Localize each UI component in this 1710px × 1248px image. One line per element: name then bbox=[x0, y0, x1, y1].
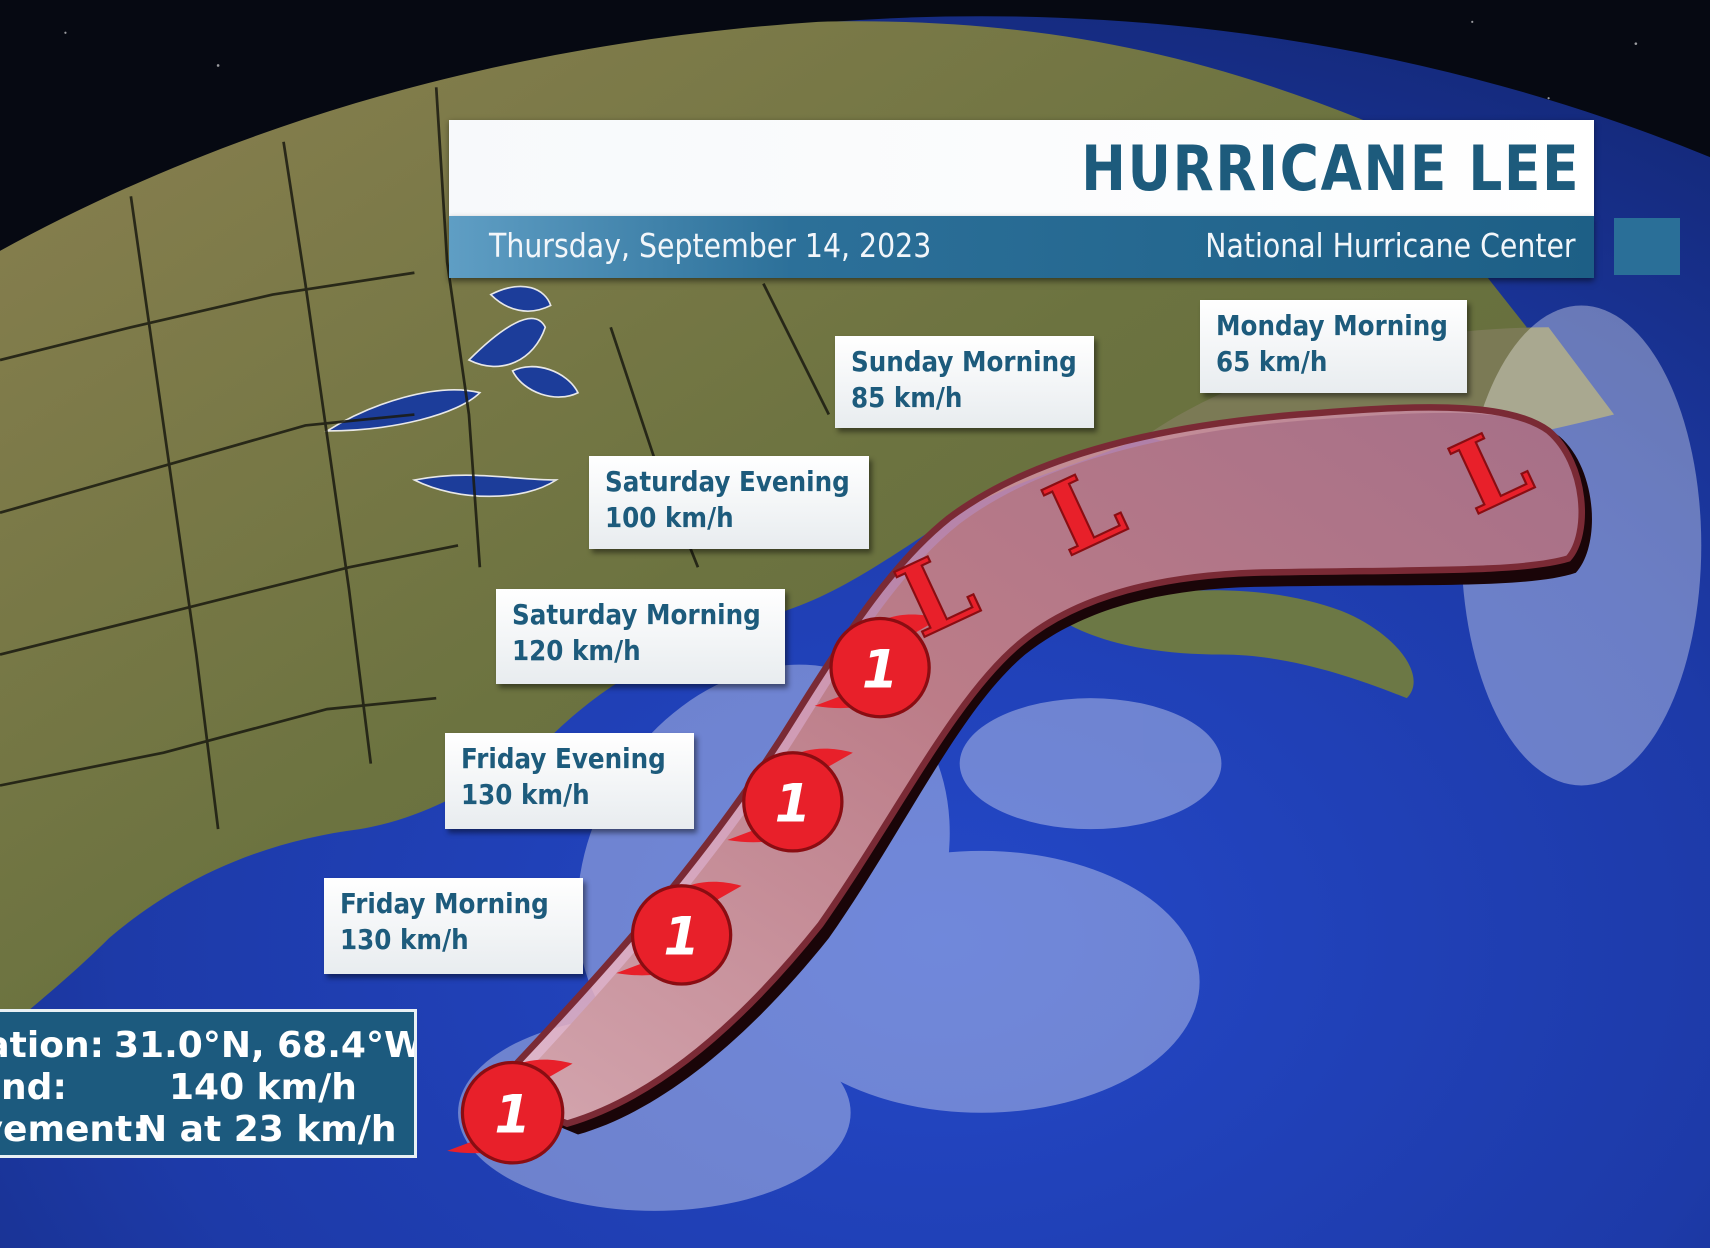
forecast-time: Saturday Evening bbox=[605, 465, 850, 498]
state-borders bbox=[0, 87, 831, 830]
location-value: 31.0°N, 68.4°W bbox=[114, 1025, 417, 1066]
location-row: Location: 31.0°N, 68.4°W bbox=[0, 1024, 414, 1068]
movement-label: Movement: bbox=[0, 1109, 147, 1150]
hurricane-category: 1 bbox=[494, 1084, 530, 1145]
forecast-time: Monday Morning bbox=[1216, 309, 1448, 342]
forecast-time: Sunday Morning bbox=[851, 345, 1077, 378]
movement-value: N at 23 km/h bbox=[137, 1109, 397, 1150]
hurricane-icon-current: 1 bbox=[447, 1059, 573, 1165]
forecast-wind: 130 km/h bbox=[340, 923, 469, 956]
hurricane-symbols: 1 1 1 1 bbox=[447, 614, 941, 1165]
forecast-time: Friday Evening bbox=[461, 742, 666, 775]
accent-square bbox=[1614, 218, 1680, 275]
wind-value: 140 km/h bbox=[169, 1067, 357, 1108]
forecast-label-friday-morning: Friday Morning 130 km/h bbox=[324, 878, 583, 974]
forecast-time: Friday Morning bbox=[340, 887, 549, 920]
forecast-wind: 130 km/h bbox=[461, 778, 590, 811]
forecast-wind: 65 km/h bbox=[1216, 345, 1328, 378]
hurricane-category: 1 bbox=[663, 907, 699, 968]
location-label: Location: bbox=[0, 1025, 104, 1066]
hurricane-category: 1 bbox=[775, 773, 811, 834]
forecast-label-saturday-evening: Saturday Evening 100 km/h bbox=[589, 456, 869, 549]
movement-row: Movement: N at 23 km/h bbox=[0, 1108, 414, 1152]
subtitle-bar: Thursday, September 14, 2023 National Hu… bbox=[449, 216, 1594, 278]
hurricane-icon-friday-morning: 1 bbox=[616, 881, 742, 986]
forecast-time: Saturday Morning bbox=[512, 598, 761, 631]
hurricane-category: 1 bbox=[862, 639, 898, 700]
forecast-label-friday-evening: Friday Evening 130 km/h bbox=[445, 733, 694, 829]
date-text: Thursday, September 14, 2023 bbox=[489, 226, 932, 265]
land-nova-scotia bbox=[1046, 590, 1414, 699]
forecast-wind: 100 km/h bbox=[605, 501, 734, 534]
forecast-wind: 120 km/h bbox=[512, 634, 641, 667]
forecast-label-monday-morning: Monday Morning 65 km/h bbox=[1200, 300, 1467, 393]
source-text: National Hurricane Center bbox=[1205, 226, 1576, 265]
current-conditions-box: Location: 31.0°N, 68.4°W Wind: 140 km/h … bbox=[0, 1009, 417, 1158]
hurricane-icon-friday-evening: 1 bbox=[727, 748, 853, 853]
forecast-label-sunday-morning: Sunday Morning 85 km/h bbox=[835, 336, 1094, 428]
wind-row: Wind: 140 km/h bbox=[0, 1066, 414, 1110]
hurricane-icon-saturday-morning: 1 bbox=[814, 614, 941, 719]
page-title: HURRICANE LEE bbox=[1080, 132, 1580, 205]
wind-label: Wind: bbox=[0, 1067, 67, 1108]
stars bbox=[64, 20, 1681, 165]
forecast-label-saturday-morning: Saturday Morning 120 km/h bbox=[496, 589, 785, 684]
title-panel: HURRICANE LEE bbox=[449, 120, 1594, 216]
forecast-wind: 85 km/h bbox=[851, 381, 963, 414]
